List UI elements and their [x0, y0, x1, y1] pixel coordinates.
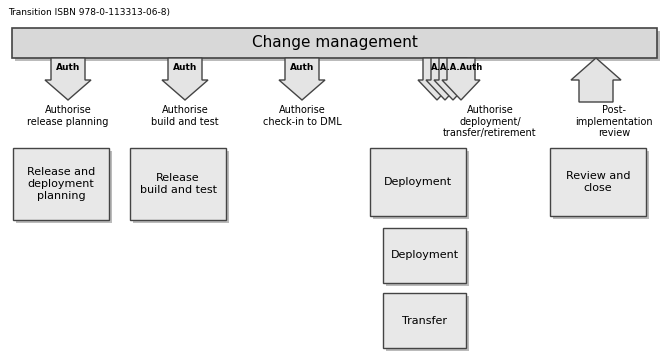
Polygon shape [426, 58, 464, 100]
Bar [370, 148, 466, 216]
Bar [130, 148, 226, 220]
Text: Deployment: Deployment [384, 177, 452, 187]
Text: Authorise
deployment/
transfer/retirement: Authorise deployment/ transfer/retiremen… [443, 105, 537, 138]
Text: Release and
deployment
planning: Release and deployment planning [27, 168, 95, 201]
Bar [553, 151, 649, 219]
Text: Auth: Auth [290, 63, 314, 73]
Bar [133, 151, 229, 223]
Text: Post-
implementation
review: Post- implementation review [575, 105, 653, 138]
Bar [386, 231, 469, 286]
Text: Release
build and test: Release build and test [140, 173, 217, 195]
Polygon shape [571, 58, 621, 102]
Polygon shape [418, 58, 456, 100]
Bar [383, 293, 466, 348]
Text: Change management: Change management [252, 36, 417, 50]
Bar [550, 148, 646, 216]
Text: Authorise
check-in to DML: Authorise check-in to DML [262, 105, 342, 127]
Polygon shape [45, 58, 91, 100]
Text: A.A.A.Auth: A.A.A.Auth [431, 63, 483, 73]
Text: Auth: Auth [173, 63, 197, 73]
Text: Authorise
release planning: Authorise release planning [28, 105, 109, 127]
Bar [16, 151, 112, 223]
Polygon shape [162, 58, 208, 100]
Bar [12, 28, 657, 58]
Text: Deployment: Deployment [391, 251, 458, 260]
Polygon shape [279, 58, 325, 100]
Bar [386, 296, 469, 351]
Polygon shape [434, 58, 472, 100]
Bar [383, 228, 466, 283]
Text: Review and
close: Review and close [566, 171, 630, 193]
Text: Transfer: Transfer [402, 315, 447, 326]
Bar [13, 148, 109, 220]
Text: Authorise
build and test: Authorise build and test [151, 105, 219, 127]
Bar [373, 151, 469, 219]
Bar [15, 31, 660, 61]
Polygon shape [442, 58, 480, 100]
Text: Transition ISBN 978-0-113313-06-8): Transition ISBN 978-0-113313-06-8) [8, 7, 170, 17]
Text: Auth: Auth [56, 63, 81, 73]
